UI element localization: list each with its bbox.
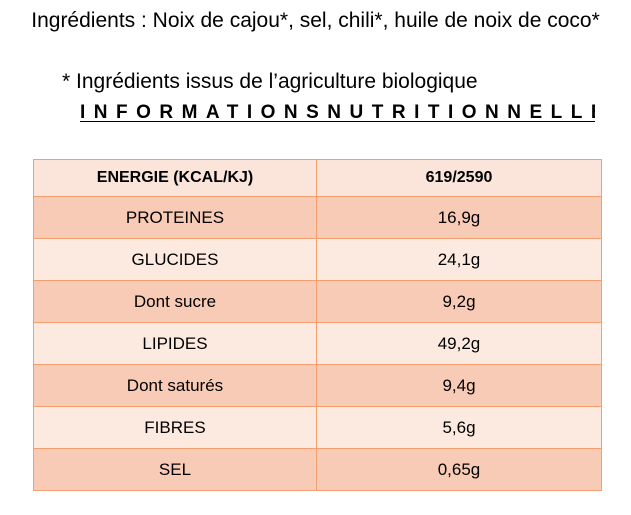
nutrient-value: 0,65g (316, 448, 602, 491)
nutrient-value: 49,2g (316, 322, 602, 365)
ingredients-text: Ingrédients : Noix de cajou*, sel, chili… (31, 9, 600, 32)
nutrient-value: 16,9g (316, 196, 602, 239)
table-row: FIBRES 5,6g (33, 406, 602, 449)
nutrient-label: FIBRES (33, 406, 317, 449)
organic-footnote: * Ingrédients issus de l’agriculture bio… (62, 70, 478, 93)
table-row: Dont saturés 9,4g (33, 364, 602, 407)
nutrient-value: 9,2g (316, 280, 602, 323)
nutrient-label: Dont saturés (33, 364, 317, 407)
table-header-row: ENERGIE (KCAL/KJ) 619/2590 (33, 159, 602, 197)
nutrient-value: 9,4g (316, 364, 602, 407)
nutrient-label: GLUCIDES (33, 238, 317, 281)
nutrient-label: PROTEINES (33, 196, 317, 239)
energy-label: ENERGIE (KCAL/KJ) (33, 159, 317, 197)
table-row: LIPIDES 49,2g (33, 322, 602, 365)
nutrition-table: ENERGIE (KCAL/KJ) 619/2590 PROTEINES 16,… (33, 159, 602, 491)
nutrition-section-title: INFORMATIONSNUTRITIONNELLES (80, 102, 595, 123)
table-row: Dont sucre 9,2g (33, 280, 602, 323)
nutrient-label: Dont sucre (33, 280, 317, 323)
energy-value: 619/2590 (316, 159, 602, 197)
nutrient-value: 5,6g (316, 406, 602, 449)
nutrient-label: SEL (33, 448, 317, 491)
table-row: SEL 0,65g (33, 448, 602, 491)
nutrient-label: LIPIDES (33, 322, 317, 365)
table-row: PROTEINES 16,9g (33, 196, 602, 239)
nutrient-value: 24,1g (316, 238, 602, 281)
table-row: GLUCIDES 24,1g (33, 238, 602, 281)
